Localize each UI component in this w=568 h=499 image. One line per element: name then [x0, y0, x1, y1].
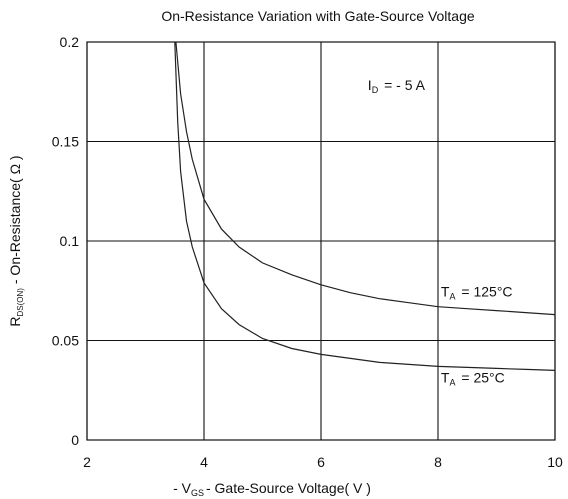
x-tick-label: 8	[434, 454, 442, 470]
series-label-25c-sub: A	[449, 377, 455, 387]
y-tick-label: 0.05	[52, 333, 79, 349]
series-label-125c-suffix: = 125°C	[458, 284, 513, 300]
y-axis-label-suffix: - On-Resistance( Ω )	[7, 155, 23, 288]
annotation-id-prefix: I	[368, 77, 372, 93]
x-axis-label-suffix: - Gate-Source Voltage( V )	[206, 480, 371, 496]
annotation-id: ID = - 5 A	[368, 77, 426, 95]
y-axis-label: RDS(ON) - On-Resistance( Ω )	[7, 155, 25, 326]
chart-title: On-Resistance Variation with Gate-Source…	[161, 8, 475, 24]
series-line-25c	[174, 41, 556, 371]
annotation-id-suffix: = - 5 A	[380, 77, 425, 93]
x-tick-label: 4	[200, 454, 208, 470]
series-label-125c: TA = 125°C	[441, 284, 513, 302]
series-labels: TA = 125°CTA = 25°CID = - 5 A	[368, 77, 513, 388]
y-tick-label: 0.2	[60, 34, 80, 50]
x-axis-label: - VGS - Gate-Source Voltage( V )	[173, 480, 371, 498]
series-label-25c-suffix: = 25°C	[458, 369, 505, 385]
y-tick-labels: 0 0.05 0.1 0.15 0.2	[52, 34, 79, 448]
x-tick-label: 6	[317, 454, 325, 470]
x-axis-label-sub: GS	[191, 488, 204, 498]
x-tick-label: 10	[547, 454, 563, 470]
y-tick-label: 0	[71, 432, 79, 448]
y-tick-label: 0.1	[60, 233, 80, 249]
x-tick-labels: 2 4 6 8 10	[83, 454, 563, 470]
series-label-125c-sub: A	[449, 292, 455, 302]
annotation-id-sub: D	[372, 85, 379, 95]
series-label-125c-prefix: T	[441, 284, 450, 300]
series-label-25c: TA = 25°C	[441, 369, 505, 387]
series-line-125c	[175, 41, 556, 316]
series-label-25c-prefix: T	[441, 369, 450, 385]
x-tick-label: 2	[83, 454, 91, 470]
y-tick-label: 0.15	[52, 134, 79, 150]
y-axis-label-prefix: R	[7, 316, 23, 326]
series-lines	[174, 41, 556, 371]
y-axis-label-sub: DS(ON)	[16, 288, 25, 317]
x-axis-label-prefix: - V	[173, 480, 192, 496]
plot-frame	[86, 41, 556, 441]
